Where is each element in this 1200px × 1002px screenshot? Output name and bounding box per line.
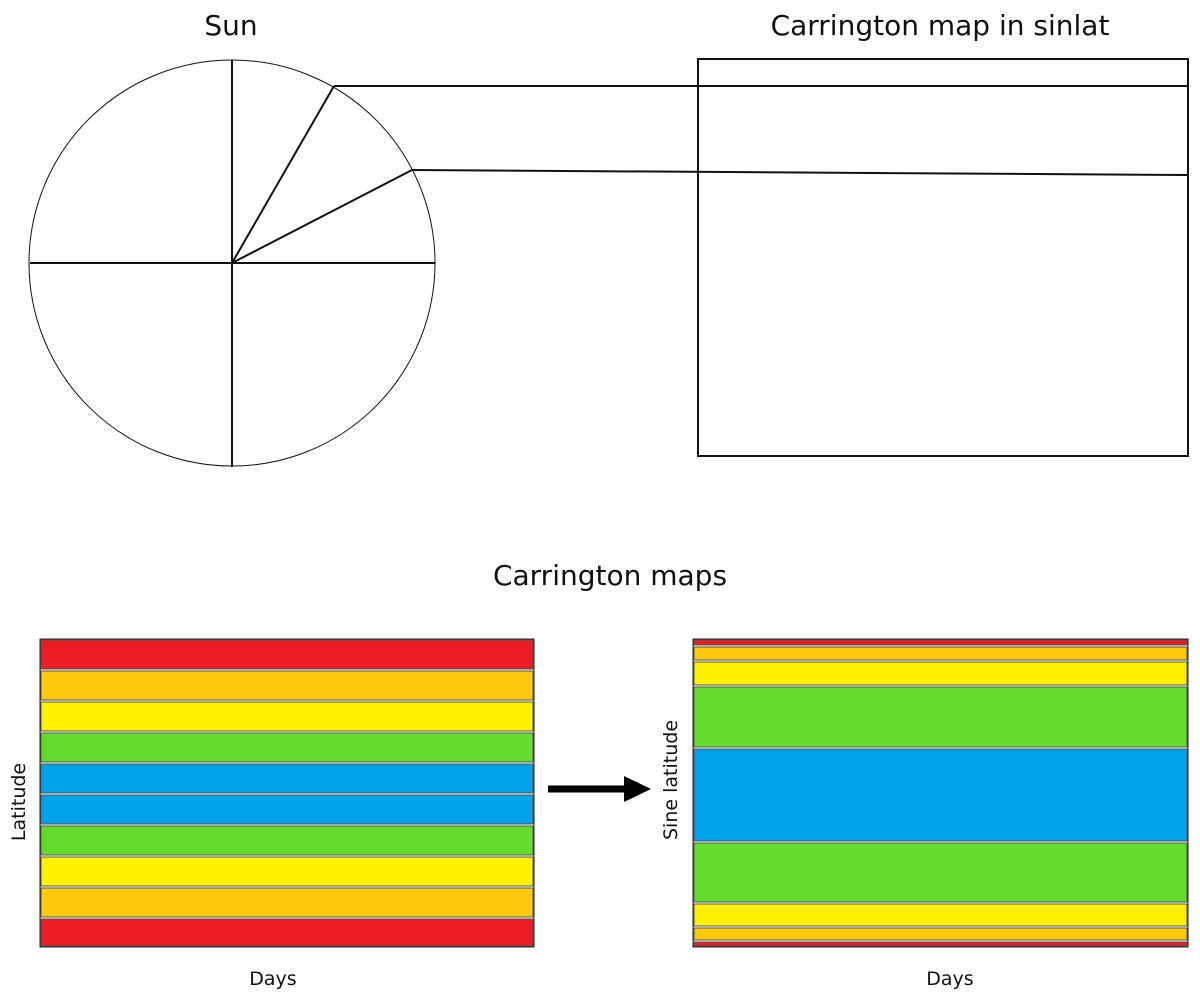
x-axis-label: Days	[926, 968, 973, 990]
projection-line	[411, 169, 1189, 176]
band	[40, 856, 534, 887]
latitude-map	[39, 638, 535, 948]
band	[693, 903, 1188, 927]
sinlat-map-frame	[697, 58, 1189, 457]
band	[40, 825, 534, 856]
sun-radius	[231, 169, 413, 264]
band	[40, 794, 534, 825]
band	[693, 661, 1188, 686]
x-axis-label: Days	[249, 968, 296, 990]
arrow-head	[624, 776, 651, 802]
sun-radius	[231, 85, 335, 264]
band	[693, 686, 1188, 748]
y-axis-label: Latitude	[8, 763, 30, 841]
band	[40, 670, 534, 701]
band	[40, 639, 534, 670]
band	[693, 646, 1188, 661]
sun-title: Sun	[204, 9, 257, 42]
band	[40, 887, 534, 918]
maps-title: Carrington maps	[493, 559, 727, 592]
y-axis-label: Sine latitude	[660, 720, 682, 840]
band	[693, 941, 1188, 947]
band	[40, 918, 534, 947]
sine-latitude-map	[692, 638, 1189, 948]
band	[40, 763, 534, 794]
band	[693, 842, 1188, 903]
sun	[28, 59, 1189, 467]
band	[693, 748, 1188, 842]
band	[40, 701, 534, 732]
band	[40, 732, 534, 763]
band	[693, 927, 1188, 941]
band	[693, 639, 1188, 646]
sinlat-title: Carrington map in sinlat	[771, 9, 1110, 42]
